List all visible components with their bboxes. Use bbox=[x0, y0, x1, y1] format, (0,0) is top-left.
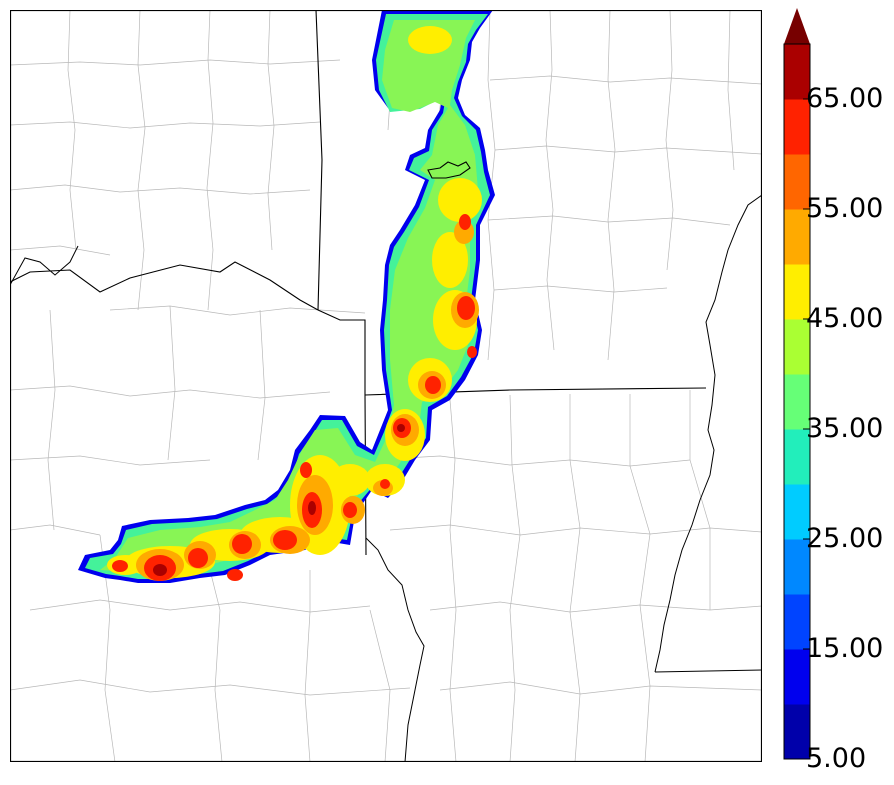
colorbar-segment bbox=[784, 44, 810, 100]
county-lines bbox=[10, 10, 762, 762]
colorbar-segment bbox=[784, 429, 810, 485]
colorbar-segment bbox=[784, 649, 810, 705]
colorbar-tick-label: 65.00 bbox=[806, 83, 884, 114]
colorbar-tick-label: 25.00 bbox=[806, 523, 884, 554]
colorbar-segment bbox=[784, 539, 810, 595]
colorbar-segment bbox=[784, 154, 810, 210]
colorbar-segment bbox=[784, 209, 810, 265]
colorbar-tick-label: 15.00 bbox=[806, 633, 884, 664]
colorbar-segment bbox=[784, 99, 810, 155]
colorbar-tick-label: 35.00 bbox=[806, 413, 884, 444]
colorbar-segment bbox=[784, 374, 810, 430]
reflectivity-swath bbox=[78, 10, 495, 583]
colorbar-extend-arrow bbox=[784, 8, 810, 44]
colorbar bbox=[783, 8, 811, 760]
colorbar-segment bbox=[784, 484, 810, 540]
radar-map bbox=[10, 10, 762, 762]
colorbar-segment bbox=[784, 319, 810, 375]
rivers bbox=[10, 194, 762, 762]
colorbar-segment bbox=[784, 264, 810, 320]
colorbar-segment bbox=[784, 704, 810, 760]
map-frame bbox=[10, 10, 762, 762]
colorbar-tick-label: 55.00 bbox=[806, 193, 884, 224]
colorbar-tick-label: 5.00 bbox=[806, 743, 867, 774]
colorbar-segment bbox=[784, 594, 810, 650]
colorbar-tick-label: 45.00 bbox=[806, 303, 884, 334]
